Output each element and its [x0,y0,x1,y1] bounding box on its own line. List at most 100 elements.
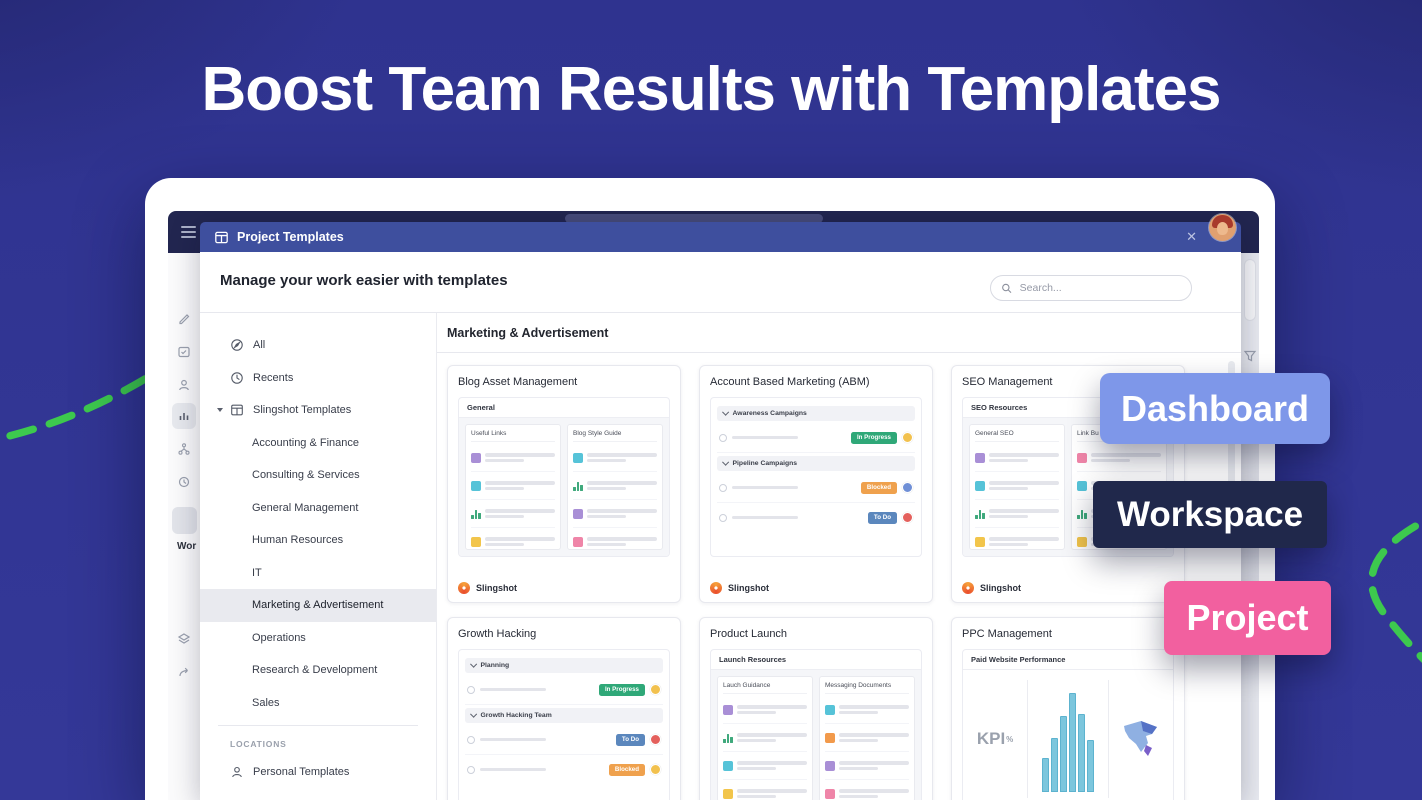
sidebar-item-it[interactable]: IT [252,566,262,579]
preview-header: SEO Resources [963,398,1173,418]
templates-grid: Blog Asset Management General Useful Lin… [437,353,1241,800]
preview-column-title: Messaging Documents [825,682,909,694]
locations-section-label: LOCATIONS [230,739,287,749]
modal-title: Project Templates [237,230,344,244]
search-icon [1002,283,1012,293]
card-preview: Launch Resources Lauch Guidance [710,649,922,800]
slingshot-logo-icon [458,582,470,594]
label-workspace: Workspace [1093,481,1327,548]
layers-icon[interactable] [177,632,191,646]
chart-icon[interactable] [172,403,196,429]
sidebar-item-slingshot-templates[interactable]: Slingshot Templates [200,394,436,427]
sidebar-item-all[interactable]: All [200,329,436,362]
preview-section-title: Pipeline Campaigns [732,459,798,467]
app-nav-rail: Wor [168,253,200,800]
modal-body: Manage your work easier with templates A… [200,252,1241,800]
card-footer: Slingshot [458,574,670,594]
card-preview: Planning In Progress Growth Hacking Team… [458,649,670,800]
template-card-growth-hacking[interactable]: Growth Hacking Planning In Progress Grow… [447,617,681,800]
sidebar-item-label: All [253,339,266,352]
sidebar-item-label: Slingshot Templates [253,404,352,417]
person-icon[interactable] [177,378,191,392]
clock-icon [231,372,243,384]
chevron-down-icon [722,408,729,416]
assignee-avatar [650,734,661,745]
sidebar-item-operations[interactable]: Operations [252,631,306,644]
brand-name: Slingshot [476,583,517,593]
preview-column-title: General SEO [975,430,1059,442]
card-title: Account Based Marketing (ABM) [710,376,870,388]
template-card-ppc-management[interactable]: PPC Management Paid Website Performance … [951,617,1185,800]
kpi-value: KPI% [976,729,1014,748]
close-icon[interactable]: ✕ [1186,229,1197,244]
sidebar-item-label: Recents [253,371,294,384]
clock-icon[interactable] [177,475,191,489]
edit-icon[interactable] [177,311,191,325]
menu-icon[interactable] [181,226,196,241]
tasks-icon[interactable] [177,345,191,359]
branch-icon[interactable] [177,442,191,456]
slingshot-logo-icon [710,582,722,594]
preview-section-title: Planning [480,661,510,669]
preview-header: Launch Resources [711,650,921,670]
chevron-down-icon [722,458,729,466]
preview-section-title: Awareness Campaigns [732,409,807,417]
divider [218,725,418,726]
sidebar-item-consulting-services[interactable]: Consulting & Services [252,469,360,482]
sidebar-item-research-development[interactable]: Research & Development [252,664,378,677]
sidebar-item-human-resources[interactable]: Human Resources [252,534,344,547]
status-badge: In Progress [598,683,645,696]
card-title: PPC Management [962,628,1052,640]
template-card-product-launch[interactable]: Product Launch Launch Resources Lauch Gu… [699,617,933,800]
sidebar-item-accounting-finance[interactable]: Accounting & Finance [252,436,360,449]
card-title: SEO Management [962,376,1053,388]
content-section-title: Marketing & Advertisement [447,325,609,340]
status-badge: To Do [867,511,897,524]
templates-content: Marketing & Advertisement Blog Asset Man… [437,313,1241,800]
brand-name: Slingshot [980,583,1021,593]
sidebar-item-marketing-advertisement[interactable]: Marketing & Advertisement [200,589,436,622]
preview-column-title: Useful Links [471,430,555,442]
chevron-down-icon[interactable] [217,408,223,413]
person-icon [232,767,242,778]
app-screen: Wor Project Templates ✕ Manage your work… [168,211,1259,800]
sidebar-item-personal-templates[interactable]: Personal Templates [200,756,436,789]
preview-column-title: Blog Style Guide [573,430,657,442]
chevron-down-icon [470,710,477,718]
templates-grid-icon [215,231,228,243]
content-scrollbar[interactable] [1228,361,1235,531]
sidebar-item-general-management[interactable]: General Management [252,501,359,514]
user-avatar[interactable] [1209,214,1236,241]
modal-header: Project Templates ✕ [200,222,1241,252]
workspace-pill[interactable] [172,507,197,534]
hero-title: Boost Team Results with Templates [201,55,1222,124]
slingshot-logo-icon [962,582,974,594]
card-footer: Slingshot [962,574,1174,594]
filter-icon[interactable] [1243,349,1257,363]
mini-bar-chart [1034,680,1102,798]
card-preview: Awareness Campaigns In Progress Pipeline… [710,397,922,557]
card-title: Growth Hacking [458,628,537,640]
sidebar-item-recents[interactable]: Recents [200,362,436,395]
status-badge: In Progress [850,431,897,444]
preview-header: General [459,398,669,418]
status-badge: Blocked [860,481,897,494]
sidebar-item-sales[interactable]: Sales [252,696,280,709]
assignee-avatar [902,482,913,493]
workspaces-label: Wor [177,541,197,552]
share-icon[interactable] [177,665,191,679]
scrollbar[interactable] [1244,259,1256,321]
template-card-blog-asset-management[interactable]: Blog Asset Management General Useful Lin… [447,365,681,603]
card-preview: General Useful Links [458,397,670,557]
search-box[interactable] [990,275,1192,301]
template-card-account-based-marketing[interactable]: Account Based Marketing (ABM) Awareness … [699,365,933,603]
search-input[interactable] [1019,282,1181,294]
brand-name: Slingshot [728,583,769,593]
app-address-pill[interactable] [565,214,823,223]
card-title: Blog Asset Management [458,376,578,388]
map-graphic [1115,680,1167,798]
preview-section-title: Growth Hacking Team [480,711,552,719]
label-project: Project [1164,581,1331,655]
